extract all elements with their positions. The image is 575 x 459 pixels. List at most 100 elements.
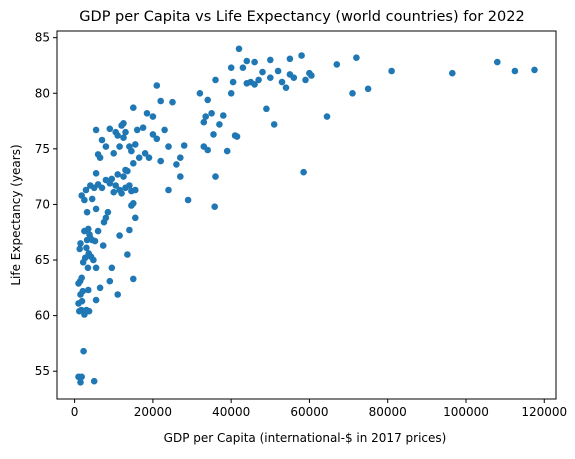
data-point (76, 245, 83, 253)
data-point (204, 146, 211, 154)
data-point (132, 214, 139, 222)
data-point (79, 287, 87, 295)
data-point (84, 264, 92, 272)
y-tick-label: 65 (35, 253, 50, 267)
x-tick-label: 80000 (369, 405, 407, 419)
data-point (202, 113, 209, 120)
data-point (92, 170, 100, 177)
data-point (157, 97, 164, 105)
data-point (149, 131, 157, 138)
data-point (106, 277, 114, 285)
data-point (200, 118, 208, 126)
data-point (298, 52, 305, 59)
data-point (83, 244, 90, 252)
data-point (223, 147, 231, 155)
data-point (130, 104, 137, 111)
data-point (120, 134, 127, 141)
data-point (364, 85, 372, 93)
y-tick-label: 85 (35, 31, 50, 45)
y-tick-label: 80 (35, 86, 50, 100)
data-point (267, 74, 274, 81)
data-point (85, 307, 93, 315)
data-point (120, 173, 127, 180)
data-point (333, 61, 341, 68)
data-point (124, 251, 131, 258)
data-point (114, 132, 121, 139)
x-tick-label: 20000 (134, 405, 172, 419)
data-point (108, 175, 116, 183)
data-point (126, 182, 133, 189)
data-point (96, 284, 104, 292)
data-point (149, 113, 157, 120)
data-point (132, 141, 139, 148)
x-tick-label: 40000 (212, 405, 250, 419)
data-point (130, 275, 137, 283)
data-point (141, 150, 149, 157)
data-point (227, 90, 235, 97)
data-point (90, 377, 98, 385)
x-tick-label: 0 (71, 405, 79, 419)
data-point (80, 347, 87, 355)
data-point (267, 56, 274, 64)
y-axis: 55 60 65 70 75 80 85 (35, 31, 57, 378)
data-point (83, 208, 91, 216)
data-point (153, 135, 161, 143)
data-point (102, 143, 110, 150)
data-point (212, 76, 219, 84)
data-point (251, 58, 258, 66)
data-point (278, 78, 286, 86)
data-point (259, 68, 266, 76)
data-point (92, 205, 100, 213)
data-point (78, 373, 85, 381)
data-point (157, 157, 164, 165)
data-point (204, 96, 211, 104)
data-point (110, 188, 117, 196)
data-point (88, 195, 96, 203)
data-point (229, 78, 237, 86)
data-point (116, 143, 123, 150)
data-point (145, 154, 153, 161)
data-point (114, 291, 121, 298)
data-point (286, 55, 294, 63)
x-axis: 0 20000 40000 60000 80000 100000 120000 (71, 399, 567, 419)
data-point (116, 232, 123, 239)
data-point (120, 120, 127, 127)
y-tick-label: 55 (35, 364, 50, 378)
data-point (196, 90, 204, 97)
data-point (99, 242, 107, 249)
data-point (77, 379, 84, 386)
data-point (133, 126, 141, 134)
data-point (81, 254, 89, 262)
data-point (531, 66, 538, 74)
data-point (165, 143, 172, 150)
data-point (169, 98, 176, 106)
data-point (143, 110, 151, 117)
data-point (108, 264, 116, 272)
y-tick-label: 70 (35, 197, 50, 211)
y-tick-label: 75 (35, 142, 50, 156)
data-point (126, 226, 133, 234)
data-point (128, 202, 135, 209)
data-point (98, 184, 106, 192)
data-point (308, 72, 315, 79)
data-point (180, 142, 188, 149)
data-point (243, 80, 251, 87)
data-point (282, 84, 290, 91)
data-point (210, 131, 217, 138)
data-point (92, 126, 100, 134)
data-point (388, 67, 395, 75)
data-point (110, 150, 117, 157)
data-point (494, 58, 501, 66)
data-point (106, 125, 114, 133)
data-point (132, 186, 139, 194)
x-axis-label: GDP per Capita (international-$ in 2017 … (164, 431, 447, 445)
data-point (94, 227, 102, 235)
data-point (78, 274, 85, 282)
data-point (235, 45, 243, 53)
data-point (124, 167, 131, 175)
data-point (153, 82, 161, 89)
data-point (100, 218, 108, 226)
data-point (220, 112, 227, 119)
chart-title: GDP per Capita vs Life Expectancy (world… (79, 9, 524, 25)
